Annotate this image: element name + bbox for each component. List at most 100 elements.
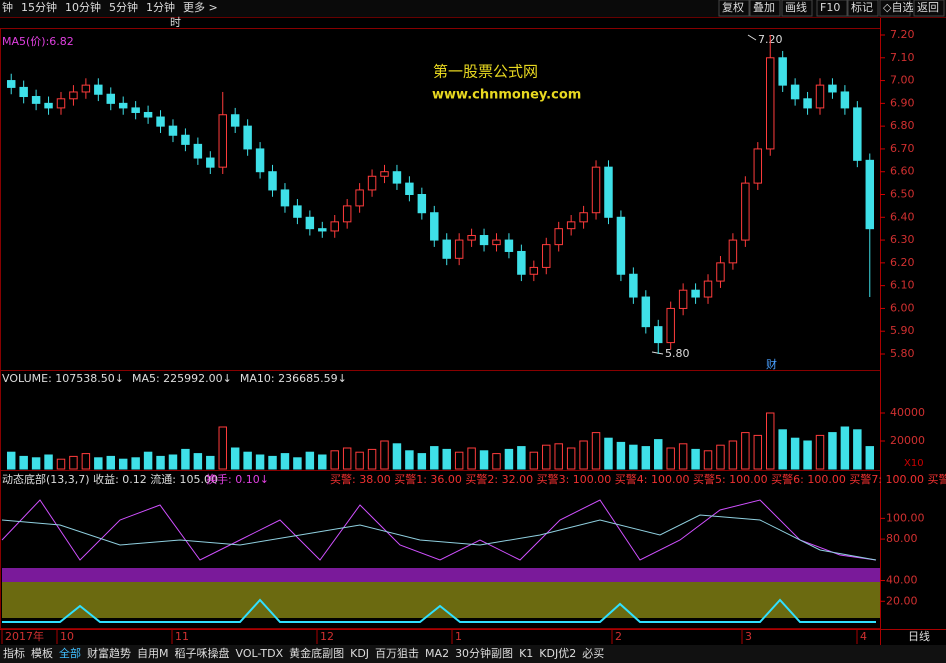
candle-body [181,134,190,145]
candle-body [243,125,252,150]
y-tick-label: 6.00 [890,301,915,314]
y-tick-label: 7.20 [890,28,915,41]
button-frame [816,0,848,17]
period-button[interactable]: 10分钟 [65,0,101,14]
period-button[interactable]: 1分钟 [146,0,175,14]
volume-bar [828,432,837,470]
candle-body [815,84,825,109]
period-button[interactable]: 钟 [2,0,13,14]
tab[interactable]: K1 [519,647,533,660]
y-tick-label: 40.00 [886,574,918,587]
candle-body [118,102,128,109]
candle-body [492,239,501,246]
toolbar-button[interactable]: ◇自选 [883,1,913,14]
volume-bar [703,450,713,470]
candle-body [367,175,377,191]
tab[interactable]: 必买 [582,647,604,660]
volume-bar [790,437,800,470]
volume-bar [815,434,825,470]
candle-body [330,221,339,232]
y-tick-label: 6.80 [890,119,915,132]
tab[interactable]: 财富趋势 [87,646,131,660]
y-tick-label: 6.10 [890,279,915,292]
volume-bar [94,457,103,470]
y-tick-label: 6.50 [890,188,915,201]
tab[interactable]: 稻子咊操盘 [175,646,230,660]
volume-bar [604,437,613,470]
candle-body [678,289,688,309]
toolbar-button[interactable]: F10 [820,1,840,14]
toolbar-button[interactable]: 叠加 [753,1,775,14]
tab[interactable]: 自用M [137,647,169,660]
candle-body [6,80,16,88]
period-button[interactable]: 更多 > [183,0,218,14]
toolbar-button[interactable]: 标记 [851,0,873,14]
toolbar-button[interactable]: 返回 [917,1,939,14]
toolbar-button[interactable]: 画线 [785,0,807,14]
indicator-line [1,499,877,561]
volume-bar [554,443,563,470]
button-frame [718,0,750,17]
volume-bar [566,447,576,470]
volume-bar [865,446,875,470]
period: 日线 [908,629,930,643]
button-frame [749,0,781,17]
candle-body [517,250,526,275]
candle-body [206,157,215,168]
indicator-band [2,568,880,582]
volume-bar [131,457,140,470]
candle-body [828,84,837,93]
candle-body [106,93,115,104]
tab[interactable]: KDJ [350,647,369,660]
candle-body [554,228,563,246]
candle-body [766,57,775,150]
volume-bar [430,446,439,470]
period-button[interactable]: 5分钟 [109,0,138,14]
volume-bar [803,440,812,470]
candle-body [131,107,140,113]
toolbar-button[interactable]: 复权 [722,0,744,14]
tab[interactable]: 模板 [31,646,53,660]
candle-body [280,189,290,207]
button-frame [781,0,813,17]
tab[interactable]: VOL-TDX [236,647,284,660]
tab[interactable]: 全部 [59,646,81,660]
volume-bar [355,451,364,470]
time-label: 4 [860,630,867,643]
candle-body [529,266,539,275]
volume-bar [629,444,638,470]
period-button[interactable]: 15分钟 [21,0,57,14]
volume-bar [243,451,252,470]
tab-bar [0,645,946,663]
y-tick-label: 6.30 [890,233,915,246]
tab[interactable]: KDJ优2 [539,647,576,660]
volume-bar [305,451,315,470]
indicator-header: 动态底部(13,3,7) 收益: 0.12 流通: 105.00 [2,472,218,486]
volume-bar [417,453,427,470]
candle-body [94,84,103,95]
ma-label: MA5(价):6.82 [2,35,74,48]
time-label: 10 [60,630,74,643]
tab[interactable]: MA2 [425,647,449,660]
tab[interactable]: 百万狙击 [375,647,419,660]
candle-body [56,98,66,109]
candle-body [579,212,588,223]
volume-bar [479,450,489,470]
volume-bar [591,432,601,470]
tab[interactable]: 黄金底副图 [289,646,344,660]
sub-label: 时 [170,16,181,29]
candle-body [430,212,439,241]
volume-bar [106,455,115,470]
y-tick-label: 6.90 [890,96,915,109]
scale-label: X10 [904,458,924,469]
tab[interactable]: 30分钟副图 [455,646,513,660]
candle-body [753,148,763,184]
volume-bar [367,448,377,470]
volume-bar [342,447,352,470]
y-tick-label: 40000 [890,406,925,419]
volume-bar [255,454,265,470]
y-tick-label: 6.20 [890,256,915,269]
tab[interactable]: 指标 [3,646,25,660]
volume-bar [81,453,91,470]
